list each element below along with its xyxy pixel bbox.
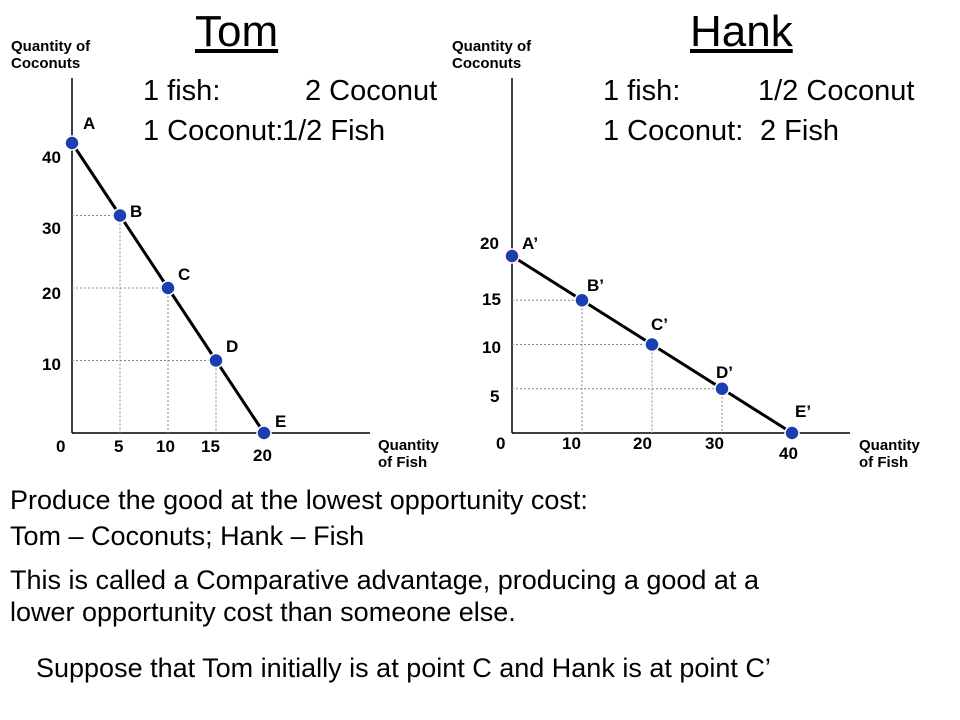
hank-point-marker xyxy=(644,336,660,353)
tom-x-tick: 10 xyxy=(156,437,175,456)
tom-point-marker xyxy=(256,425,272,441)
body-line-2: Tom – Coconuts; Hank – Fish xyxy=(10,521,365,551)
hank-point-marker xyxy=(504,248,520,264)
tom-rate-1-value: 2 Coconut xyxy=(305,75,438,107)
hank-point-label: B’ xyxy=(587,276,604,295)
tom-x-tick: 15 xyxy=(201,437,220,456)
hank-rate-2-label: 1 Coconut: xyxy=(603,115,744,147)
tom-rate-1-label: 1 fish: xyxy=(143,75,221,107)
tom-y-axis-label: Quantity of Coconuts xyxy=(11,38,91,72)
tom-x-tick: 0 xyxy=(56,437,66,456)
footer-note: Suppose that Tom initially is at point C… xyxy=(36,653,771,683)
hank-point-label: D’ xyxy=(716,363,733,382)
tom-point-label: A xyxy=(83,114,96,133)
hank-rate-1-label: 1 fish: xyxy=(603,75,681,107)
tom-y-tick: 10 xyxy=(42,355,61,374)
tom-y-tick: 40 xyxy=(42,148,61,167)
tom-x-tick: 20 xyxy=(253,446,272,465)
hank-x-tick: 20 xyxy=(633,434,652,453)
hank-x-tick: 30 xyxy=(705,434,724,453)
hank-x-axis-label: Quantity of Fish xyxy=(859,437,920,471)
tom-point-label: B xyxy=(130,202,143,221)
hank-point-label: C’ xyxy=(651,315,668,334)
tom-rate-2-value: 1/2 Fish xyxy=(282,115,386,147)
hank-point-label: A’ xyxy=(522,234,539,253)
hank-x-tick: 40 xyxy=(779,444,798,463)
hank-x-tick: 0 xyxy=(496,434,506,453)
body-line-1: Produce the good at the lowest opportuni… xyxy=(10,485,588,515)
tom-chart-title: Tom xyxy=(195,7,279,56)
tom-point-marker xyxy=(64,135,80,151)
tom-point-marker xyxy=(208,352,224,369)
tom-rate-2-label: 1 Coconut: xyxy=(143,115,284,147)
tom-point-label: E xyxy=(275,412,287,431)
hank-y-tick: 20 xyxy=(480,234,499,253)
hank-y-tick: 10 xyxy=(482,338,501,357)
hank-rate-2-value: 2 Fish xyxy=(760,115,839,147)
tom-x-tick: 5 xyxy=(114,437,124,456)
tom-x-axis-label: Quantity of Fish xyxy=(378,437,439,471)
tom-point-label: C xyxy=(178,265,191,284)
hank-point-label: E’ xyxy=(795,402,812,421)
hank-chart-title: Hank xyxy=(690,7,793,56)
tom-y-tick: 30 xyxy=(42,219,61,238)
body-line-4: lower opportunity cost than someone else… xyxy=(10,597,516,627)
hank-y-tick: 15 xyxy=(482,290,501,309)
body-line-3: This is called a Comparative advantage, … xyxy=(10,565,759,595)
hank-point-marker xyxy=(714,381,730,397)
tom-point-marker xyxy=(160,280,176,296)
tom-point-label: D xyxy=(226,337,239,356)
hank-y-tick: 5 xyxy=(490,387,500,406)
hank-point-marker xyxy=(784,425,800,441)
hank-x-tick: 10 xyxy=(562,434,581,453)
tom-y-tick: 20 xyxy=(42,284,61,303)
hank-y-axis-label: Quantity of Coconuts xyxy=(452,38,532,72)
tom-point-marker xyxy=(112,207,128,224)
hank-rate-1-value: 1/2 Coconut xyxy=(758,75,915,107)
hank-point-marker xyxy=(574,292,590,308)
